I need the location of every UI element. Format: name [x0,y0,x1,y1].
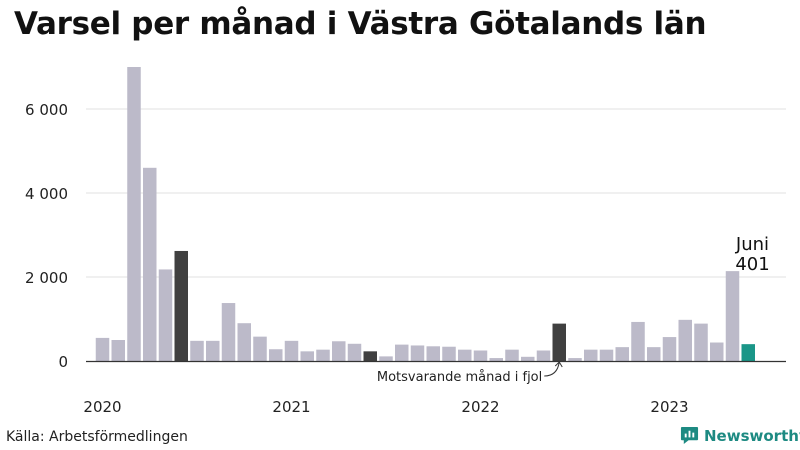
bar-2020-06 [174,250,188,361]
bar-2022-02 [489,358,503,361]
bar-2021-08 [395,344,409,361]
bar-2022-04 [521,356,535,361]
latest-value-label: 401 [735,254,769,275]
bar-2022-06 [552,323,566,361]
y-tick-label: 0 [58,353,68,371]
bar-2023-03 [694,323,708,361]
bar-2020-10 [237,323,251,361]
note-arrow [544,361,563,377]
bar-2021-12 [458,349,472,361]
same-month-note: Motsvarande månad i fjol [377,370,542,385]
bar-2023-06 [741,344,755,361]
bar-2022-08 [584,349,598,361]
bar-2020-07 [190,340,204,361]
x-tick-label: 2023 [650,398,688,416]
bar-chart: 0 2 000 4 000 6 000 2020 2021 2022 2023 Juni 4… [25,67,786,416]
bar-2023-05 [725,271,740,361]
bar-2022-05 [536,350,551,361]
bar-2021-11 [442,346,456,361]
x-tick-label: 2022 [461,398,499,416]
bar-2021-02 [300,351,314,361]
bar-2023-04 [710,342,724,361]
source-note: Källa: Arbetsförmedlingen [6,429,188,445]
bar-2022-10 [615,347,629,361]
newsworthy-logo-icon [680,426,699,445]
bar-2020-03 [127,67,141,361]
bar-2021-05 [347,343,362,361]
y-tick-label: 6 000 [25,101,68,119]
bar-2022-03 [505,349,519,361]
x-tick-label: 2021 [272,398,310,416]
bar-2020-09 [221,303,236,361]
y-tick-label: 2 000 [25,269,68,287]
y-tick-label: 4 000 [25,185,68,203]
bar-2021-09 [410,345,425,361]
x-tick-label: 2020 [83,398,121,416]
bar-2020-02 [111,340,125,361]
gridlines [86,108,786,278]
bar-2020-08 [206,340,220,361]
bar-2020-12 [269,349,283,361]
bar-2021-03 [316,349,330,361]
bar-2023-01 [662,337,677,361]
bar-2022-09 [599,349,614,361]
bar-2021-06 [363,351,377,361]
bar-2020-05 [158,269,173,361]
latest-month-label: Juni [735,234,769,255]
bar-2021-10 [426,346,440,361]
brand-logo: Newsworthy [680,426,800,445]
chart-title: Varsel per månad i Västra Götalands län [14,6,707,42]
bar-2021-04 [332,341,346,361]
bar-2023-02 [678,319,692,361]
bar-2020-04 [143,167,157,361]
bar-2020-01 [95,337,110,361]
y-axis-ticks: 0 2 000 4 000 6 000 [25,101,68,371]
bar-2020-11 [253,336,267,361]
bar-2021-07 [379,356,393,361]
brand-name: Newsworthy [704,426,800,445]
annotations: Juni 401 Motsvarande månad i fjol [377,234,770,385]
bar-2022-07 [568,358,582,361]
x-axis-ticks: 2020 2021 2022 2023 [83,398,688,416]
bar-2021-01 [284,340,299,361]
bar-2022-12 [647,347,661,361]
bar-2022-01 [473,350,488,361]
bar-2022-11 [631,321,645,361]
bars [95,67,755,361]
